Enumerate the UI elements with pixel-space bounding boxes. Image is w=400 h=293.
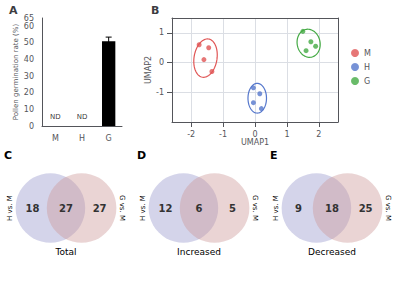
- svg-text:5: 5: [229, 203, 236, 214]
- svg-text:40: 40: [24, 55, 34, 64]
- svg-text:UMAP2: UMAP2: [144, 56, 153, 84]
- svg-text:0: 0: [252, 130, 257, 139]
- svg-text:27: 27: [59, 203, 73, 214]
- svg-text:Decreased: Decreased: [308, 247, 356, 257]
- svg-text:-1: -1: [156, 88, 164, 97]
- svg-text:M: M: [364, 49, 371, 58]
- svg-text:60: 60: [24, 22, 34, 31]
- svg-text:-2: -2: [187, 130, 195, 139]
- svg-text:G vs. M: G vs. M: [118, 195, 126, 221]
- svg-text:1: 1: [284, 130, 289, 139]
- svg-text:0: 0: [159, 58, 164, 67]
- svg-text:E: E: [270, 149, 278, 162]
- svg-text:10: 10: [24, 105, 34, 114]
- svg-text:H vs. M: H vs. M: [272, 195, 280, 221]
- svg-text:Pollen germination rate (%): Pollen germination rate (%): [12, 24, 20, 121]
- svg-text:B: B: [151, 4, 159, 17]
- svg-text:30: 30: [24, 72, 34, 81]
- svg-text:H vs. M: H vs. M: [6, 195, 14, 221]
- svg-text:20: 20: [24, 88, 34, 97]
- svg-text:H vs. M: H vs. M: [139, 195, 147, 221]
- svg-text:M: M: [52, 134, 59, 143]
- svg-text:-1: -1: [219, 130, 227, 139]
- svg-text:H: H: [79, 134, 85, 143]
- svg-text:G: G: [106, 134, 112, 143]
- svg-text:25: 25: [359, 203, 373, 214]
- svg-text:27: 27: [93, 203, 107, 214]
- svg-text:6: 6: [196, 203, 203, 214]
- svg-text:H: H: [364, 63, 370, 72]
- svg-text:50: 50: [24, 38, 34, 47]
- svg-text:G vs. M: G vs. M: [251, 195, 259, 221]
- svg-text:UMAP1: UMAP1: [241, 138, 269, 147]
- svg-text:65: 65: [24, 14, 34, 23]
- svg-text:Increased: Increased: [177, 247, 221, 257]
- svg-text:2: 2: [316, 130, 321, 139]
- svg-text:9: 9: [295, 203, 302, 214]
- svg-text:ND: ND: [50, 113, 61, 121]
- svg-text:0: 0: [29, 122, 34, 131]
- svg-text:18: 18: [25, 203, 39, 214]
- svg-text:1: 1: [159, 28, 164, 37]
- svg-text:ND: ND: [77, 113, 88, 121]
- svg-text:C: C: [4, 149, 12, 162]
- svg-text:12: 12: [158, 203, 172, 214]
- svg-text:Total: Total: [54, 247, 76, 257]
- svg-text:D: D: [137, 149, 146, 162]
- svg-text:G vs. M: G vs. M: [384, 195, 392, 221]
- svg-text:A: A: [9, 4, 18, 17]
- svg-text:18: 18: [325, 203, 339, 214]
- svg-text:G: G: [364, 77, 370, 86]
